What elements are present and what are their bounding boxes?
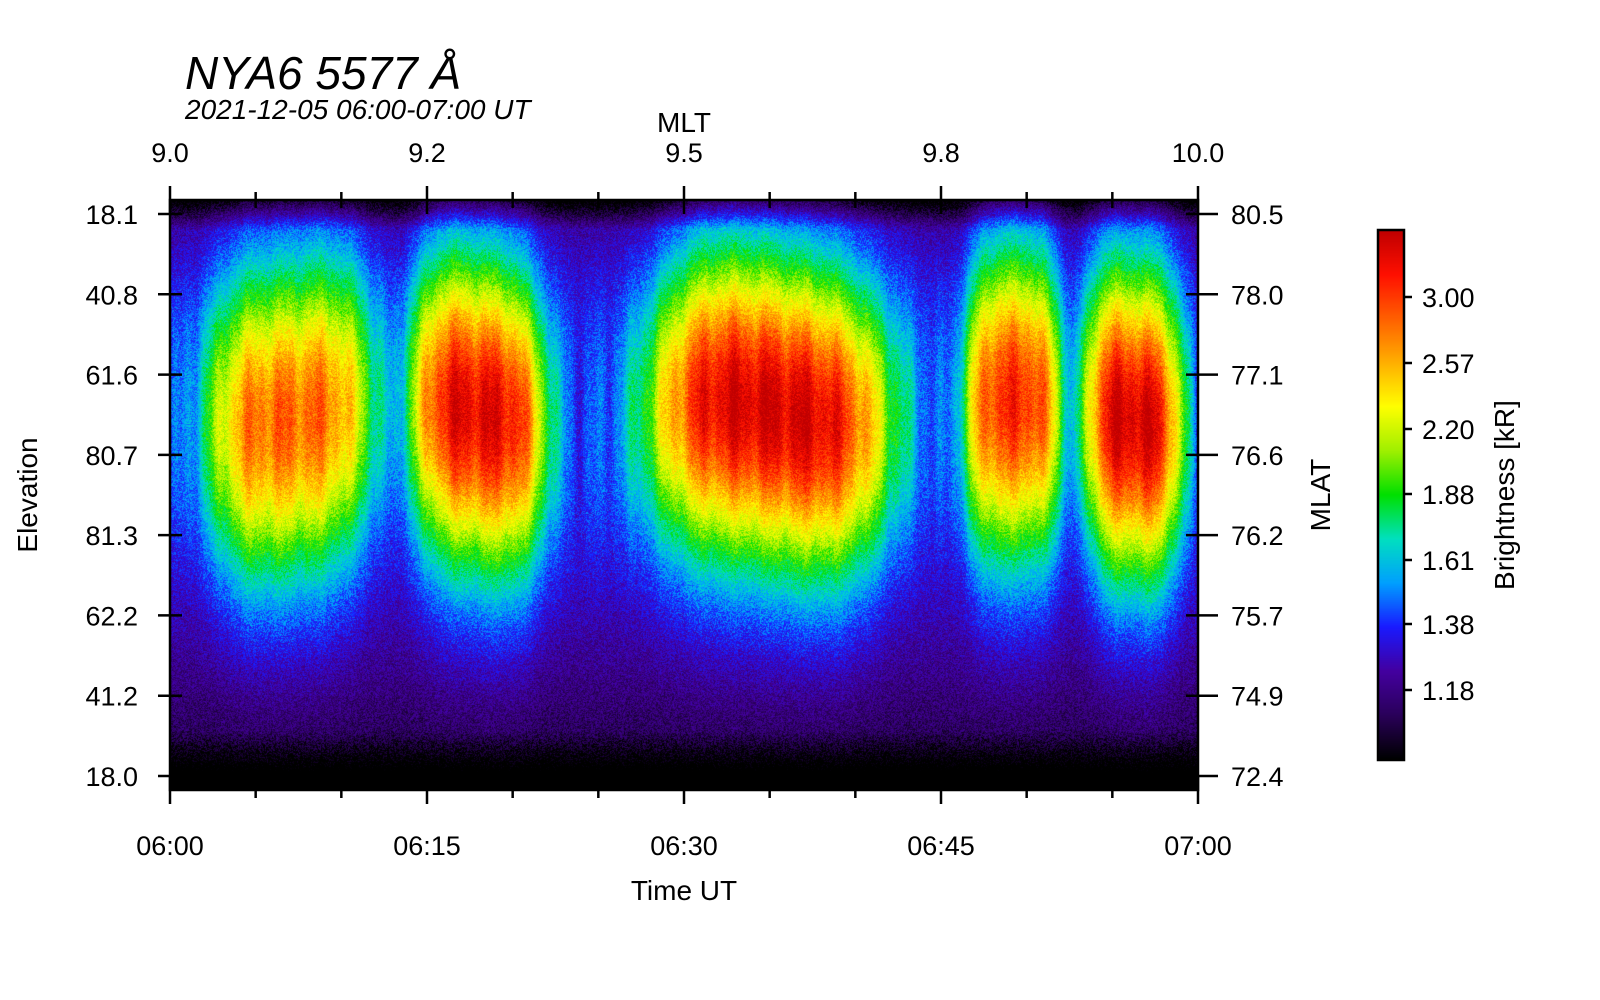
colorbar-tick-label: 2.20 bbox=[1422, 415, 1475, 445]
right-tick-label: 78.0 bbox=[1231, 280, 1284, 310]
top-tick-label: 9.5 bbox=[665, 138, 703, 168]
right-tick-label: 76.6 bbox=[1231, 441, 1284, 471]
y-tick-label: 62.2 bbox=[85, 601, 138, 631]
right-tick-label: 76.2 bbox=[1231, 521, 1284, 551]
colorbar-tick-label: 1.38 bbox=[1422, 610, 1475, 640]
y-tick-label: 18.0 bbox=[85, 762, 138, 792]
x-tick-label: 06:15 bbox=[393, 831, 461, 861]
y-tick-label: 81.3 bbox=[85, 521, 138, 551]
y-axis-title: Elevation bbox=[12, 437, 43, 552]
y-tick-label: 18.1 bbox=[85, 200, 138, 230]
axis-tick-labels: 06:00 06:15 06:30 06:45 07:00 9.0 9.2 9.5 9.8 10.… bbox=[85, 138, 1283, 861]
top-tick-label: 10.0 bbox=[1172, 138, 1225, 168]
x-tick-label: 07:00 bbox=[1164, 831, 1232, 861]
x-tick-label: 06:45 bbox=[907, 831, 975, 861]
colorbar-tick-label: 3.00 bbox=[1422, 283, 1475, 313]
y-tick-label: 80.7 bbox=[85, 441, 138, 471]
right-tick-label: 80.5 bbox=[1231, 200, 1284, 230]
right-tick-label: 77.1 bbox=[1231, 361, 1284, 391]
colorbar-tick-label: 1.18 bbox=[1422, 676, 1475, 706]
chart-subtitle: 2021-12-05 06:00-07:00 UT bbox=[184, 94, 532, 125]
x-axis-title: Time UT bbox=[631, 875, 737, 906]
colorbar-tick-label: 1.88 bbox=[1422, 480, 1475, 510]
y-tick-label: 41.2 bbox=[85, 682, 138, 712]
right-tick-label: 75.7 bbox=[1231, 601, 1284, 631]
colorbar-gradient bbox=[1378, 230, 1404, 760]
right-axis-title: MLAT bbox=[1305, 459, 1336, 532]
y-tick-label: 40.8 bbox=[85, 280, 138, 310]
colorbar-title: Brightness [kR] bbox=[1489, 400, 1520, 590]
right-tick-label: 72.4 bbox=[1231, 762, 1284, 792]
axis-ticks bbox=[158, 186, 1218, 804]
x-tick-label: 06:00 bbox=[136, 831, 204, 861]
colorbar-ticks: 3.00 2.57 2.20 1.88 1.61 1.38 1.18 bbox=[1404, 283, 1475, 706]
top-tick-label: 9.0 bbox=[151, 138, 189, 168]
keogram-heatmap bbox=[170, 200, 1198, 790]
colorbar-tick-label: 2.57 bbox=[1422, 349, 1475, 379]
right-tick-label: 74.9 bbox=[1231, 682, 1284, 712]
x-tick-label: 06:30 bbox=[650, 831, 718, 861]
y-tick-label: 61.6 bbox=[85, 361, 138, 391]
chart-title: NYA6 5577 Å bbox=[185, 47, 461, 99]
colorbar-tick-label: 1.61 bbox=[1422, 546, 1475, 576]
top-tick-label: 9.2 bbox=[408, 138, 446, 168]
top-tick-label: 9.8 bbox=[922, 138, 960, 168]
top-axis-title: MLT bbox=[657, 107, 711, 138]
